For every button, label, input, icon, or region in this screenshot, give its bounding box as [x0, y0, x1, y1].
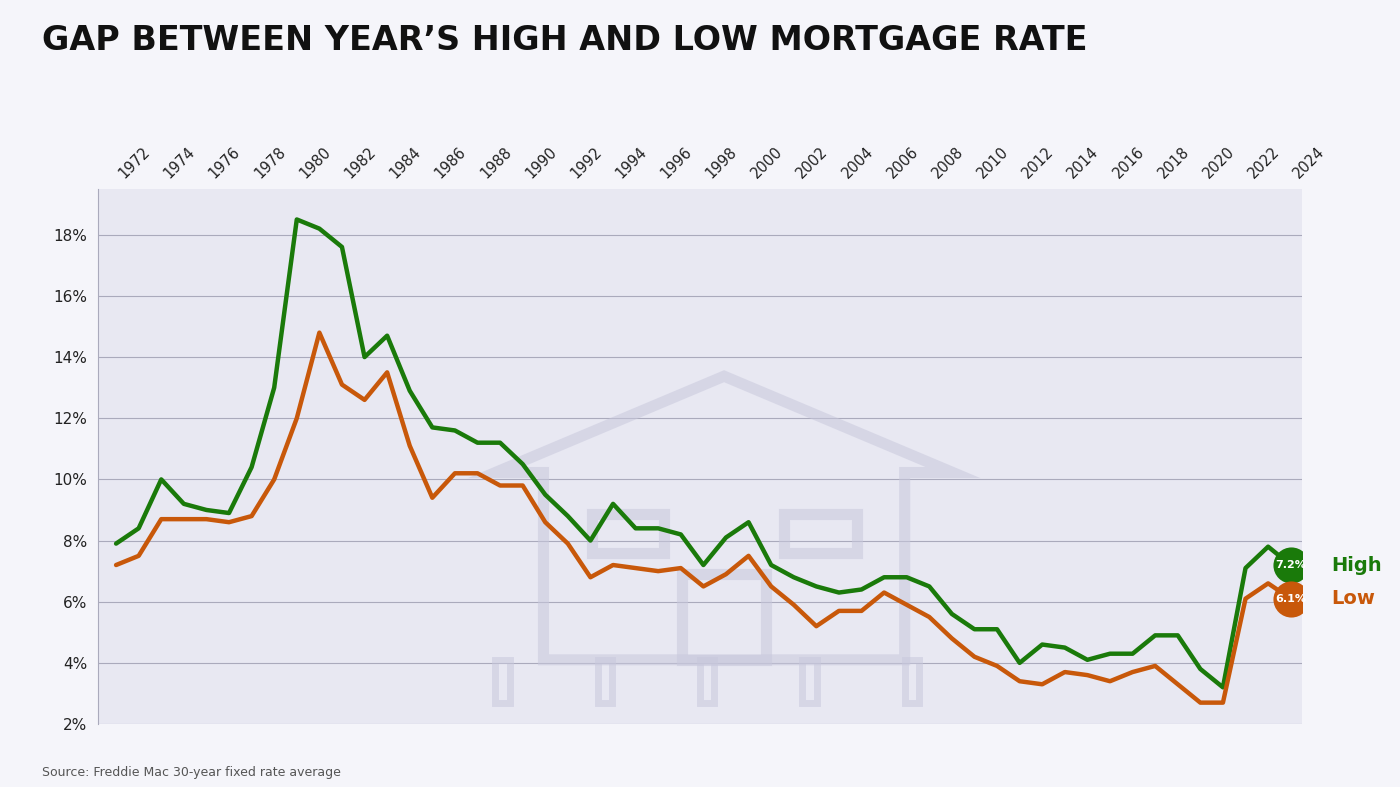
- Text: Low: Low: [1331, 589, 1375, 608]
- Bar: [496, 660, 510, 703]
- Text: 6.1%: 6.1%: [1275, 593, 1306, 604]
- Bar: [784, 514, 857, 552]
- Text: GAP BETWEEN YEAR’S HIGH AND LOW MORTGAGE RATE: GAP BETWEEN YEAR’S HIGH AND LOW MORTGAGE…: [42, 24, 1088, 57]
- Text: 7.2%: 7.2%: [1275, 560, 1306, 570]
- Bar: [598, 660, 612, 703]
- Text: Source: Freddie Mac 30-year fixed rate average: Source: Freddie Mac 30-year fixed rate a…: [42, 766, 340, 779]
- Bar: [682, 575, 766, 660]
- Bar: [592, 514, 664, 552]
- Bar: [802, 660, 816, 703]
- Bar: [904, 660, 920, 703]
- Text: High: High: [1331, 556, 1382, 575]
- Bar: [700, 660, 714, 703]
